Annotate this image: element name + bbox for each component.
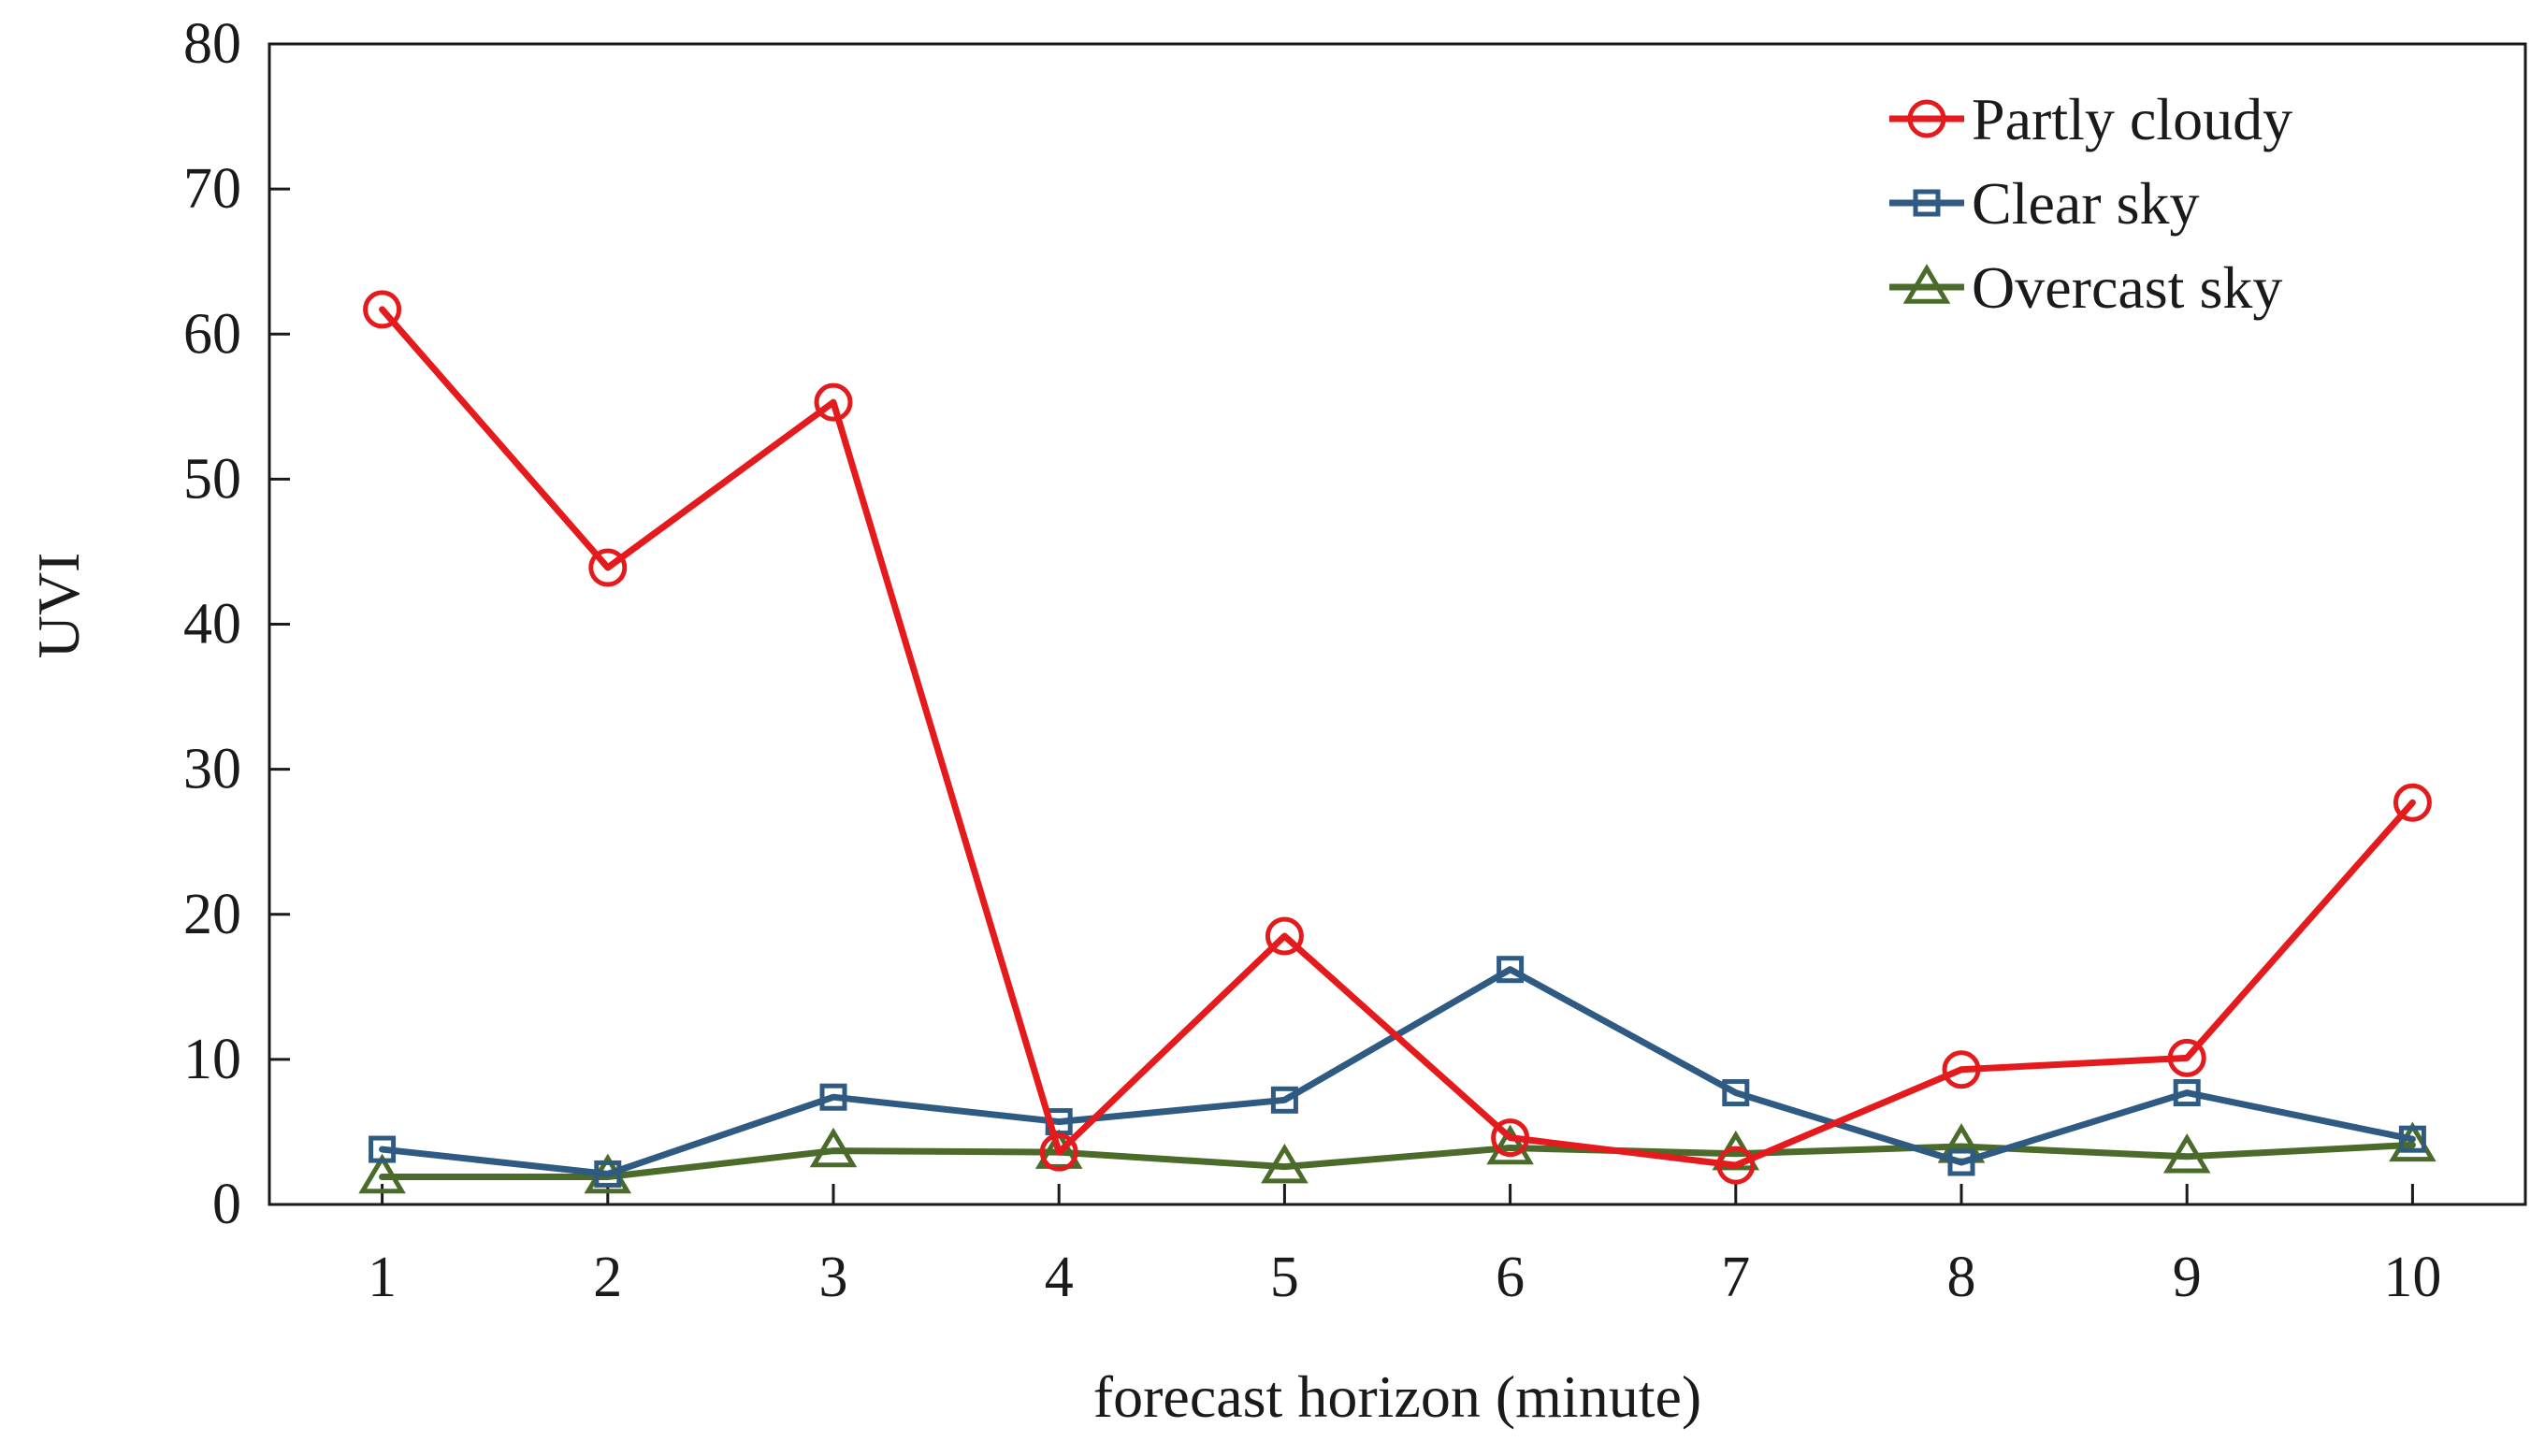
legend-label: Clear sky [1972,170,2200,237]
y-tick-label: 20 [183,883,241,946]
data-point-clear-sky [2398,1125,2426,1153]
x-axis: 1 2 3 4 5 6 7 8 9 10 [368,1184,2441,1309]
data-point-partly-cloudy [1039,1132,1078,1172]
y-tick-label: 60 [183,302,241,366]
data-point-partly-cloudy [1716,1146,1756,1185]
legend: Partly cloudy Clear sky Overcast sky [1889,86,2292,321]
legend-swatch-marker [1913,189,1941,217]
x-tick-label: 10 [2383,1246,2441,1309]
x-tick-label: 1 [368,1246,397,1309]
data-point-clear-sky [594,1160,622,1188]
x-tick-label: 6 [1496,1246,1525,1309]
series-overcast-sky [358,1121,2437,1194]
x-axis-title: forecast horizon (minute) [1093,1363,1701,1430]
x-tick-label: 3 [819,1246,848,1309]
legend-item-partly-cloudy: Partly cloudy [1889,86,2292,152]
legend-item-clear-sky: Clear sky [1889,170,2200,237]
y-tick-label: 50 [183,447,241,511]
series-line-clear-sky [379,966,2416,1177]
legend-label: Overcast sky [1972,254,2282,321]
data-point-partly-cloudy [1265,916,1304,956]
legend-label: Partly cloudy [1972,86,2292,152]
data-point-clear-sky [369,1135,397,1163]
legend-swatch-marker [1907,99,1946,138]
data-point-clear-sky [1497,956,1525,984]
data-point-clear-sky [1270,1086,1298,1114]
data-point-clear-sky [819,1083,847,1111]
x-tick-label: 4 [1045,1246,1074,1309]
y-axis: 0 10 20 30 40 50 60 70 80 [183,12,290,1236]
legend-swatch-marker [1902,264,1951,304]
data-point-partly-cloudy [1491,1118,1530,1158]
y-tick-label: 10 [183,1028,241,1091]
legend-item-overcast-sky: Overcast sky [1889,254,2282,321]
y-tick-label: 80 [183,12,241,76]
data-point-overcast-sky [1034,1129,1083,1169]
series-partly-cloudy [363,290,2432,1185]
y-axis-title: UVI [25,553,92,659]
y-tick-label: 30 [183,738,241,801]
data-point-clear-sky [1722,1079,1750,1107]
y-tick-label: 0 [212,1173,241,1236]
data-point-partly-cloudy [814,382,853,422]
x-tick-label: 7 [1721,1246,1750,1309]
data-point-partly-cloudy [1942,1050,1981,1089]
x-tick-label: 9 [2173,1246,2202,1309]
data-point-clear-sky [2173,1079,2201,1107]
data-point-overcast-sky [1261,1143,1309,1184]
data-point-overcast-sky [2162,1132,2211,1174]
data-point-overcast-sky [1486,1124,1534,1165]
data-point-partly-cloudy [2393,783,2432,822]
series-line-overcast-sky [379,1141,2416,1181]
x-tick-label: 2 [593,1246,622,1309]
x-tick-label: 8 [1947,1246,1976,1309]
data-point-overcast-sky [809,1127,858,1168]
data-point-overcast-sky [358,1153,406,1194]
data-point-clear-sky [1947,1148,1975,1176]
y-tick-label: 70 [183,157,241,221]
x-tick-label: 5 [1270,1246,1299,1309]
data-point-partly-cloudy [588,548,628,587]
data-point-partly-cloudy [363,290,402,329]
y-tick-label: 40 [183,593,241,656]
data-point-partly-cloudy [2167,1038,2206,1077]
series-line-partly-cloudy [379,306,2416,1169]
series-layer [358,290,2437,1194]
